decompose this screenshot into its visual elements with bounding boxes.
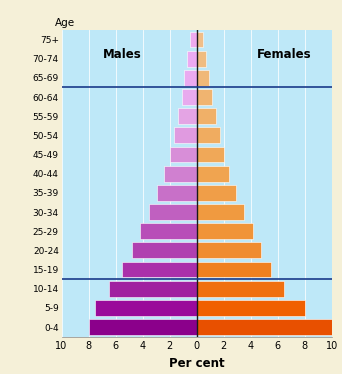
Bar: [89, 319, 197, 335]
Bar: [197, 262, 271, 278]
Bar: [197, 70, 209, 86]
Bar: [149, 204, 197, 220]
Bar: [190, 32, 197, 47]
Bar: [197, 51, 206, 67]
Bar: [197, 300, 305, 316]
X-axis label: Per cent: Per cent: [169, 357, 224, 370]
Text: Females: Females: [257, 48, 312, 61]
Bar: [178, 108, 197, 124]
Bar: [197, 223, 253, 239]
Bar: [197, 128, 220, 143]
Bar: [170, 147, 197, 162]
Bar: [95, 300, 197, 316]
Bar: [197, 166, 229, 181]
Bar: [174, 128, 197, 143]
Bar: [197, 281, 285, 297]
Bar: [122, 262, 197, 278]
Bar: [164, 166, 197, 181]
Bar: [197, 185, 236, 201]
Bar: [182, 89, 197, 105]
Bar: [187, 51, 197, 67]
Bar: [197, 204, 244, 220]
Bar: [197, 242, 262, 258]
Bar: [140, 223, 197, 239]
Text: Males: Males: [103, 48, 142, 61]
Bar: [132, 242, 197, 258]
Text: Age: Age: [55, 18, 75, 28]
Bar: [184, 70, 197, 86]
Bar: [197, 108, 215, 124]
Bar: [197, 147, 224, 162]
Bar: [109, 281, 197, 297]
Bar: [197, 319, 332, 335]
Bar: [157, 185, 197, 201]
Bar: [197, 32, 203, 47]
Bar: [197, 89, 211, 105]
